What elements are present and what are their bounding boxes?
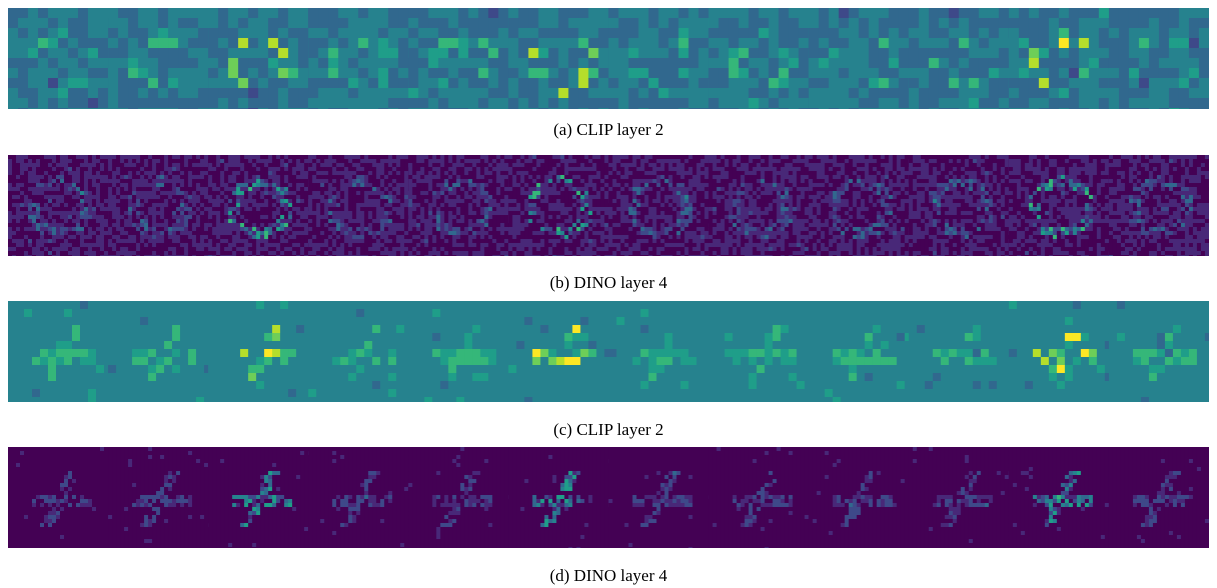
heatmap-panel — [408, 447, 513, 548]
caption: (b) DINO layer 4 — [0, 273, 1217, 293]
heatmap-panel — [1109, 155, 1209, 256]
heatmap-panel — [909, 447, 1014, 548]
heatmap-panel — [709, 447, 814, 548]
heatmap-panel — [609, 447, 714, 548]
heatmap-panel — [609, 8, 720, 109]
heatmap-panel — [1009, 447, 1114, 548]
heatmap-panel — [508, 8, 619, 109]
caption: (a) CLIP layer 2 — [0, 120, 1217, 140]
heatmap-panel — [208, 8, 318, 109]
heatmap-panel — [709, 8, 820, 109]
heatmap-panel — [308, 447, 413, 548]
heatmap-panel — [8, 447, 113, 548]
heatmap-panel — [1009, 8, 1120, 109]
heatmap-panel — [108, 155, 212, 256]
heatmap-panel — [809, 8, 920, 109]
heatmap-strip — [8, 8, 1209, 109]
figure: (a) CLIP layer 2 (b) DINO layer 4 (c) CL… — [0, 0, 1217, 588]
heatmap-panel — [308, 8, 419, 109]
heatmap-panel — [308, 301, 413, 402]
heatmap-panel — [1009, 301, 1114, 402]
heatmap-panel — [909, 301, 1014, 402]
heatmap-strip — [8, 447, 1209, 548]
heatmap-panel — [1109, 447, 1209, 548]
heatmap-panel — [809, 447, 914, 548]
heatmap-panel — [609, 301, 714, 402]
heatmap-panel — [108, 8, 218, 109]
heatmap-panel — [709, 155, 814, 256]
heatmap-panel — [108, 301, 212, 402]
heatmap-panel — [809, 301, 914, 402]
heatmap-panel — [508, 301, 613, 402]
heatmap-panel — [809, 155, 914, 256]
heatmap-strip — [8, 155, 1209, 256]
heatmap-panel — [408, 155, 513, 256]
heatmap-panel — [208, 447, 312, 548]
heatmap-panel — [208, 301, 312, 402]
heatmap-panel — [408, 301, 513, 402]
heatmap-panel — [709, 301, 814, 402]
heatmap-panel — [8, 155, 113, 256]
heatmap-panel — [1009, 155, 1114, 256]
heatmap-panel — [909, 8, 1020, 109]
heatmap-panel — [1109, 8, 1209, 109]
heatmap-panel — [208, 155, 312, 256]
caption: (c) CLIP layer 2 — [0, 420, 1217, 440]
heatmap-panel — [909, 155, 1014, 256]
heatmap-panel — [308, 155, 413, 256]
heatmap-panel — [108, 447, 212, 548]
heatmap-panel — [1109, 301, 1209, 402]
heatmap-panel — [508, 155, 613, 256]
heatmap-panel — [8, 301, 113, 402]
caption: (d) DINO layer 4 — [0, 566, 1217, 586]
heatmap-panel — [408, 8, 519, 109]
heatmap-strip — [8, 301, 1209, 402]
heatmap-panel — [508, 447, 613, 548]
heatmap-panel — [609, 155, 714, 256]
heatmap-panel — [8, 8, 119, 109]
